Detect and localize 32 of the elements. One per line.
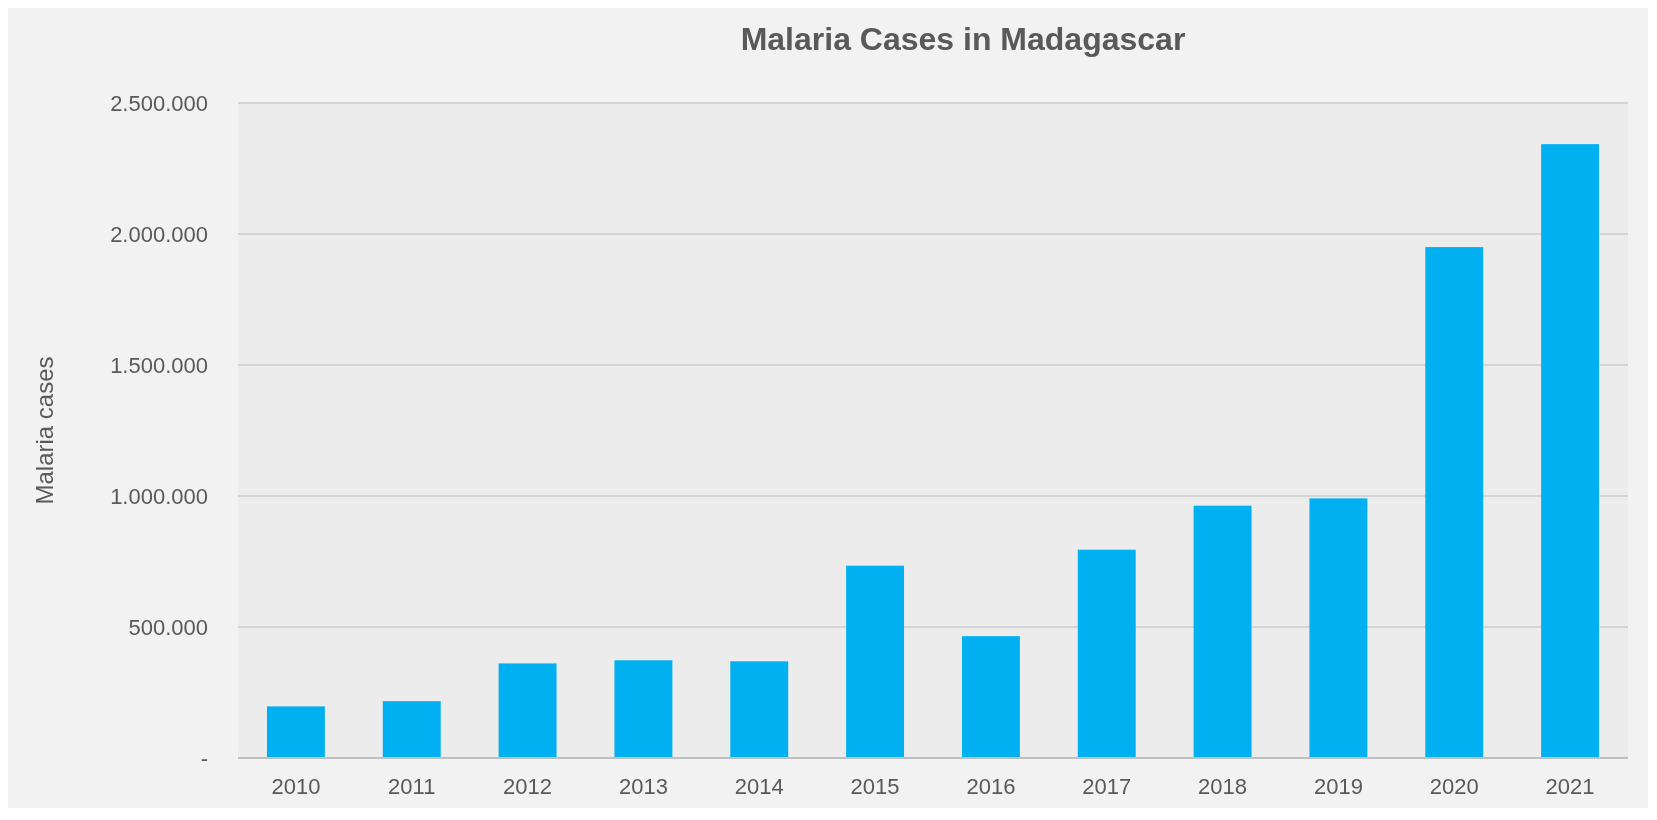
bar <box>266 706 325 758</box>
bar <box>1309 498 1368 758</box>
x-tick-label: 2014 <box>734 774 784 799</box>
bar <box>846 565 905 758</box>
chart-title: Malaria Cases in Madagascar <box>740 21 1186 57</box>
x-tick-label: 2013 <box>618 774 668 799</box>
bar <box>1077 549 1136 758</box>
x-tick-label: 2016 <box>966 774 1016 799</box>
x-tick-label: 2015 <box>850 774 900 799</box>
x-tick-label: 2010 <box>271 774 321 799</box>
bar <box>961 636 1020 758</box>
bar <box>498 663 557 758</box>
y-tick-label: 1.000.000 <box>110 483 208 509</box>
y-axis-title: Malaria cases <box>31 356 58 505</box>
bar <box>1541 144 1600 758</box>
y-tick-label: 1.500.000 <box>110 352 208 378</box>
bar <box>614 660 673 758</box>
x-tick-label: 2018 <box>1198 774 1248 799</box>
bar <box>730 661 789 758</box>
y-tick-label: - <box>200 745 208 771</box>
y-tick-label: 2.500.000 <box>110 90 208 116</box>
x-tick-label: 2020 <box>1429 774 1479 799</box>
x-tick-label: 2012 <box>503 774 553 799</box>
y-tick-label: 2.000.000 <box>110 221 208 247</box>
bar <box>382 701 441 758</box>
bar <box>1425 247 1484 758</box>
bar <box>1193 505 1252 758</box>
x-tick-label: 2017 <box>1082 774 1132 799</box>
x-tick-label: 2021 <box>1545 774 1595 799</box>
x-tick-label: 2011 <box>388 774 436 799</box>
x-tick-label: 2019 <box>1313 774 1363 799</box>
y-tick-label: 500.000 <box>128 614 208 640</box>
